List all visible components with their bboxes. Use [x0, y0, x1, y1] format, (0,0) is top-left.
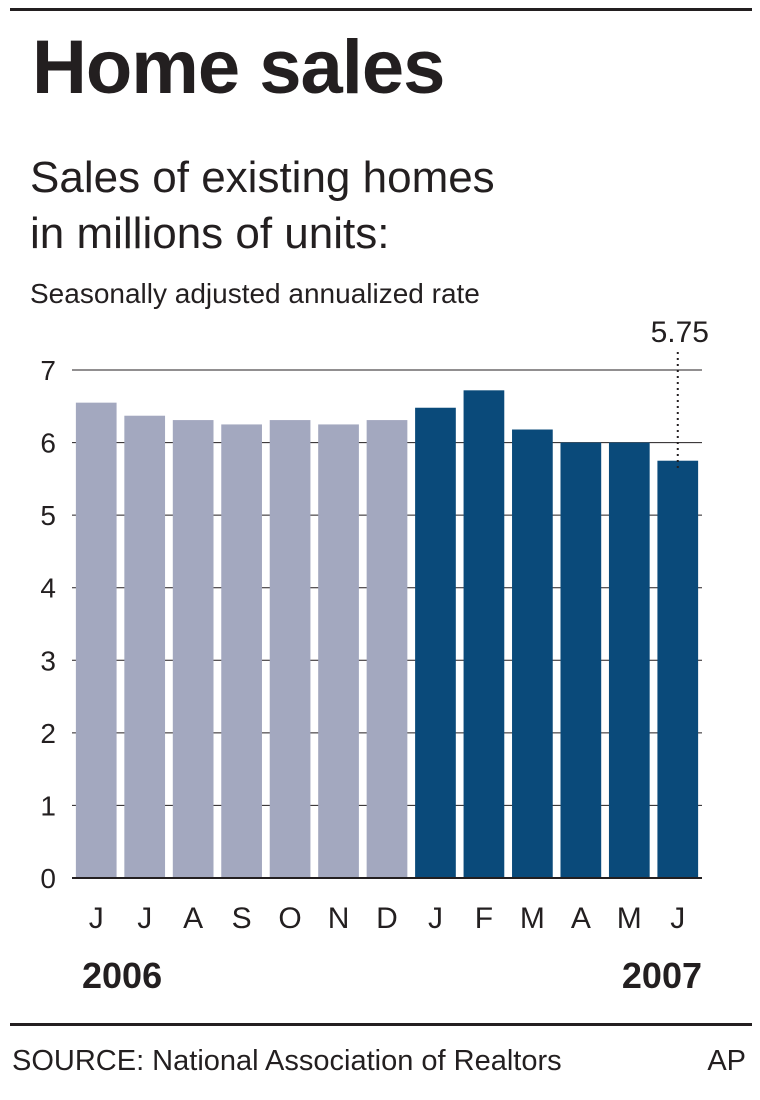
credit: AP: [707, 1045, 746, 1077]
bar: [221, 424, 262, 878]
bar: [463, 390, 505, 878]
x-tick-label: A: [571, 902, 591, 935]
bar: [172, 420, 214, 878]
x-tick-label: A: [183, 902, 203, 935]
bar: [75, 402, 117, 878]
subtitle-line-1: Sales of existing homes: [30, 153, 495, 202]
x-tick-label: M: [520, 902, 545, 935]
y-tick-label: 7: [40, 355, 56, 386]
subtitle-line-2: in millions of units:: [30, 209, 390, 258]
year-label-2007: 2007: [622, 955, 702, 996]
y-tick-label: 5: [40, 500, 56, 531]
x-tick-label: J: [137, 902, 152, 935]
chart-subtitle: Sales of existing homes in millions of u…: [30, 150, 495, 262]
chart-title: Home sales: [32, 25, 445, 110]
x-tick-label: J: [428, 902, 443, 935]
bar: [512, 429, 553, 878]
year-label-2006: 2006: [82, 955, 162, 996]
chart-note: Seasonally adjusted annualized rate: [30, 278, 480, 309]
bar: [608, 442, 650, 878]
bar: [560, 442, 602, 878]
x-tick-label: D: [376, 902, 398, 935]
y-tick-label: 3: [40, 645, 56, 676]
y-tick-label: 0: [40, 863, 56, 894]
bar: [366, 420, 408, 878]
bar: [124, 415, 166, 878]
x-tick-label: J: [89, 902, 104, 935]
bottom-rule: [10, 1023, 752, 1026]
bar: [269, 420, 311, 878]
x-tick-label: O: [278, 902, 301, 935]
bar: [657, 460, 699, 878]
x-tick-label: S: [232, 902, 252, 935]
bar: [318, 424, 359, 878]
x-tick-label: J: [670, 902, 685, 935]
annotation-label: 5.75: [651, 316, 709, 349]
y-tick-label: 1: [40, 790, 56, 821]
bar: [415, 407, 456, 878]
y-tick-label: 4: [40, 573, 56, 604]
x-tick-label: M: [617, 902, 642, 935]
y-tick-label: 6: [40, 428, 56, 459]
x-tick-label: N: [328, 902, 350, 935]
source-note: SOURCE: National Association of Realtors: [12, 1045, 562, 1077]
top-rule: [10, 8, 752, 11]
y-tick-label: 2: [40, 718, 56, 749]
x-tick-label: F: [475, 902, 493, 935]
